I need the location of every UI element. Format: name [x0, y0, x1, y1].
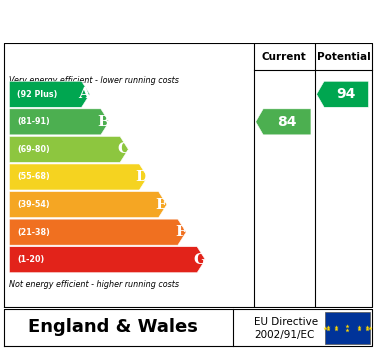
Text: Energy Efficiency Rating: Energy Efficiency Rating — [53, 12, 323, 31]
Text: (92 Plus): (92 Plus) — [17, 90, 57, 99]
Text: Current: Current — [262, 52, 307, 62]
Polygon shape — [317, 81, 368, 107]
Text: EU Directive: EU Directive — [254, 317, 318, 327]
Text: (21-38): (21-38) — [17, 228, 50, 237]
Text: (1-20): (1-20) — [17, 255, 44, 264]
Text: Very energy efficient - lower running costs: Very energy efficient - lower running co… — [9, 76, 179, 85]
Text: (81-91): (81-91) — [17, 117, 50, 126]
Text: 94: 94 — [337, 87, 356, 101]
Polygon shape — [9, 247, 205, 273]
Text: A: A — [79, 87, 90, 101]
Polygon shape — [9, 109, 109, 135]
Text: 84: 84 — [277, 115, 297, 129]
Text: (69-80): (69-80) — [17, 145, 50, 154]
Text: E: E — [156, 198, 167, 212]
Polygon shape — [9, 136, 128, 163]
Polygon shape — [9, 81, 90, 107]
Text: Potential: Potential — [317, 52, 370, 62]
Text: D: D — [136, 170, 149, 184]
Polygon shape — [9, 164, 148, 190]
Text: B: B — [97, 115, 110, 129]
Text: C: C — [117, 142, 129, 156]
Text: England & Wales: England & Wales — [28, 318, 198, 336]
Text: 2002/91/EC: 2002/91/EC — [254, 330, 314, 340]
Text: G: G — [194, 253, 206, 267]
Text: F: F — [175, 225, 186, 239]
Polygon shape — [9, 191, 167, 218]
Text: Not energy efficient - higher running costs: Not energy efficient - higher running co… — [9, 280, 179, 290]
Text: (39-54): (39-54) — [17, 200, 50, 209]
Polygon shape — [256, 109, 311, 135]
Polygon shape — [9, 219, 186, 245]
Text: (55-68): (55-68) — [17, 173, 50, 182]
Bar — [325, 312, 370, 344]
